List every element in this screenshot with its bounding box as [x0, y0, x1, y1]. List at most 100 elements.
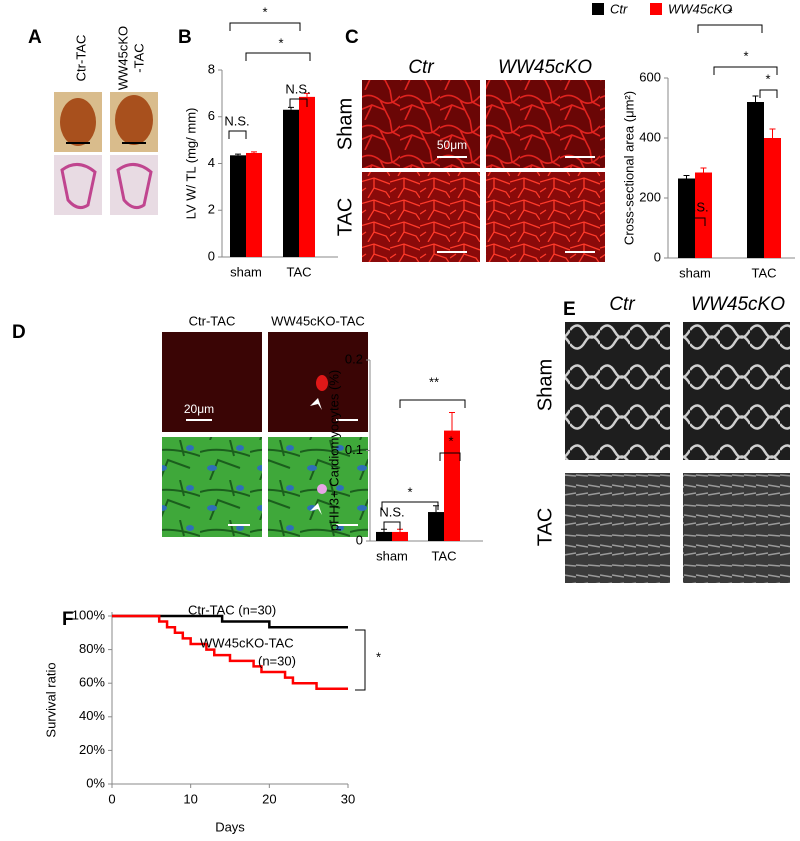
panel-letter: F: [62, 609, 74, 630]
bar: [376, 531, 392, 541]
echo-image: [565, 473, 670, 583]
y-tick-label: 100%: [72, 607, 106, 622]
bracket: [713, 66, 778, 75]
significance-label: *: [743, 48, 748, 63]
significance-label: **: [429, 374, 439, 389]
bar: [299, 96, 315, 257]
section: [60, 163, 97, 210]
significance-label: *: [407, 484, 412, 499]
annotation: (n=30): [258, 653, 296, 668]
x-tick-label: TAC: [286, 264, 311, 279]
y-tick-label: 0: [208, 248, 215, 263]
bar: [246, 152, 262, 257]
significance-label: *: [727, 5, 732, 20]
bracket: [759, 89, 778, 98]
significance-label: N.S.: [224, 113, 249, 128]
y-tick-label: 40%: [79, 708, 105, 723]
bar: [392, 531, 408, 541]
y-tick-label: 0.2: [345, 351, 363, 366]
column-label: WW45cKO: [691, 294, 785, 315]
panel-letter: D: [12, 322, 26, 343]
row-label: Sham: [534, 359, 556, 411]
error-bar: [288, 106, 294, 110]
panel-letter: E: [563, 299, 576, 320]
micrograph: [362, 172, 480, 262]
x-tick-label: 0: [108, 791, 115, 806]
column-label: Ctr: [609, 294, 635, 315]
panel-letter: A: [28, 27, 42, 48]
micrograph: [162, 437, 262, 537]
micrograph: [362, 80, 480, 168]
error-bar: [251, 151, 257, 153]
y-tick-label: 0: [356, 532, 363, 547]
x-tick-label: 20: [262, 791, 276, 806]
echo-image: [565, 322, 670, 460]
y-tick-label: 400: [639, 129, 661, 144]
y-tick-label: 0.1: [345, 442, 363, 457]
bracket: [289, 98, 308, 107]
legend-swatch: [592, 3, 604, 15]
annotation: Ctr-TAC (n=30): [188, 602, 276, 617]
y-tick-label: 60%: [79, 675, 105, 690]
row-label: TAC: [334, 198, 356, 237]
legend-swatch: [650, 3, 662, 15]
survival-line: [112, 614, 348, 690]
y-axis-label: pHH3+ Cardiomyocytes (%): [326, 370, 341, 531]
y-tick-label: 4: [208, 155, 215, 170]
y-tick-label: 200: [639, 189, 661, 204]
bracket: [381, 501, 439, 510]
column-label: WW45cKO-TAC: [271, 313, 365, 328]
y-axis-label: LV W/ TL (mg/ mm): [183, 108, 198, 220]
y-tick-label: 8: [208, 61, 215, 76]
error-bar: [700, 167, 707, 173]
scale-label: 20μm: [184, 402, 214, 416]
survival-line: [112, 614, 348, 629]
micrograph: [486, 80, 605, 168]
bar: [747, 102, 764, 258]
bar: [444, 430, 460, 541]
y-tick-label: 2: [208, 202, 215, 217]
legend-label: WW45cKO: [668, 1, 732, 16]
column-label: Ctr-TAC: [73, 35, 88, 82]
x-axis-label: Days: [215, 819, 245, 834]
bracket: [399, 399, 466, 408]
bracket: [229, 22, 301, 31]
x-tick-label: TAC: [751, 265, 776, 280]
micrograph: [162, 332, 262, 432]
significance-label: *: [278, 35, 283, 50]
heart: [115, 95, 153, 145]
y-tick-label: 600: [639, 69, 661, 84]
column-label: WW45cKO: [115, 26, 130, 90]
annotation: WW45cKO-TAC: [200, 635, 294, 650]
echo-image: [683, 322, 790, 460]
significance-label: *: [765, 71, 770, 86]
bar: [230, 155, 246, 257]
arrowhead: [310, 398, 322, 410]
bracket: [697, 24, 763, 33]
panel-letter: C: [345, 27, 359, 48]
y-tick-label: 0: [654, 249, 661, 264]
bracket: [383, 521, 401, 530]
positive-cell: [316, 375, 328, 391]
bracket: [355, 629, 366, 691]
significance-label: *: [448, 433, 453, 448]
positive-cell: [317, 484, 327, 494]
bar: [428, 512, 444, 541]
error-bar: [769, 128, 776, 138]
micrograph: [486, 172, 605, 262]
column-label: WW45cKO: [498, 57, 592, 78]
section: [116, 163, 153, 210]
legend-label: Ctr: [610, 1, 628, 16]
x-tick-label: sham: [376, 548, 408, 563]
column-label: Ctr-TAC: [189, 313, 236, 328]
significance-label: *: [262, 4, 267, 19]
error-bar: [449, 411, 455, 431]
x-tick-label: 30: [341, 791, 355, 806]
bracket: [228, 130, 247, 139]
scale-label: 50μm: [437, 138, 467, 152]
echo-image: [683, 473, 790, 583]
error-bar: [683, 175, 690, 179]
x-tick-label: 10: [183, 791, 197, 806]
panel-letter: B: [178, 27, 192, 48]
